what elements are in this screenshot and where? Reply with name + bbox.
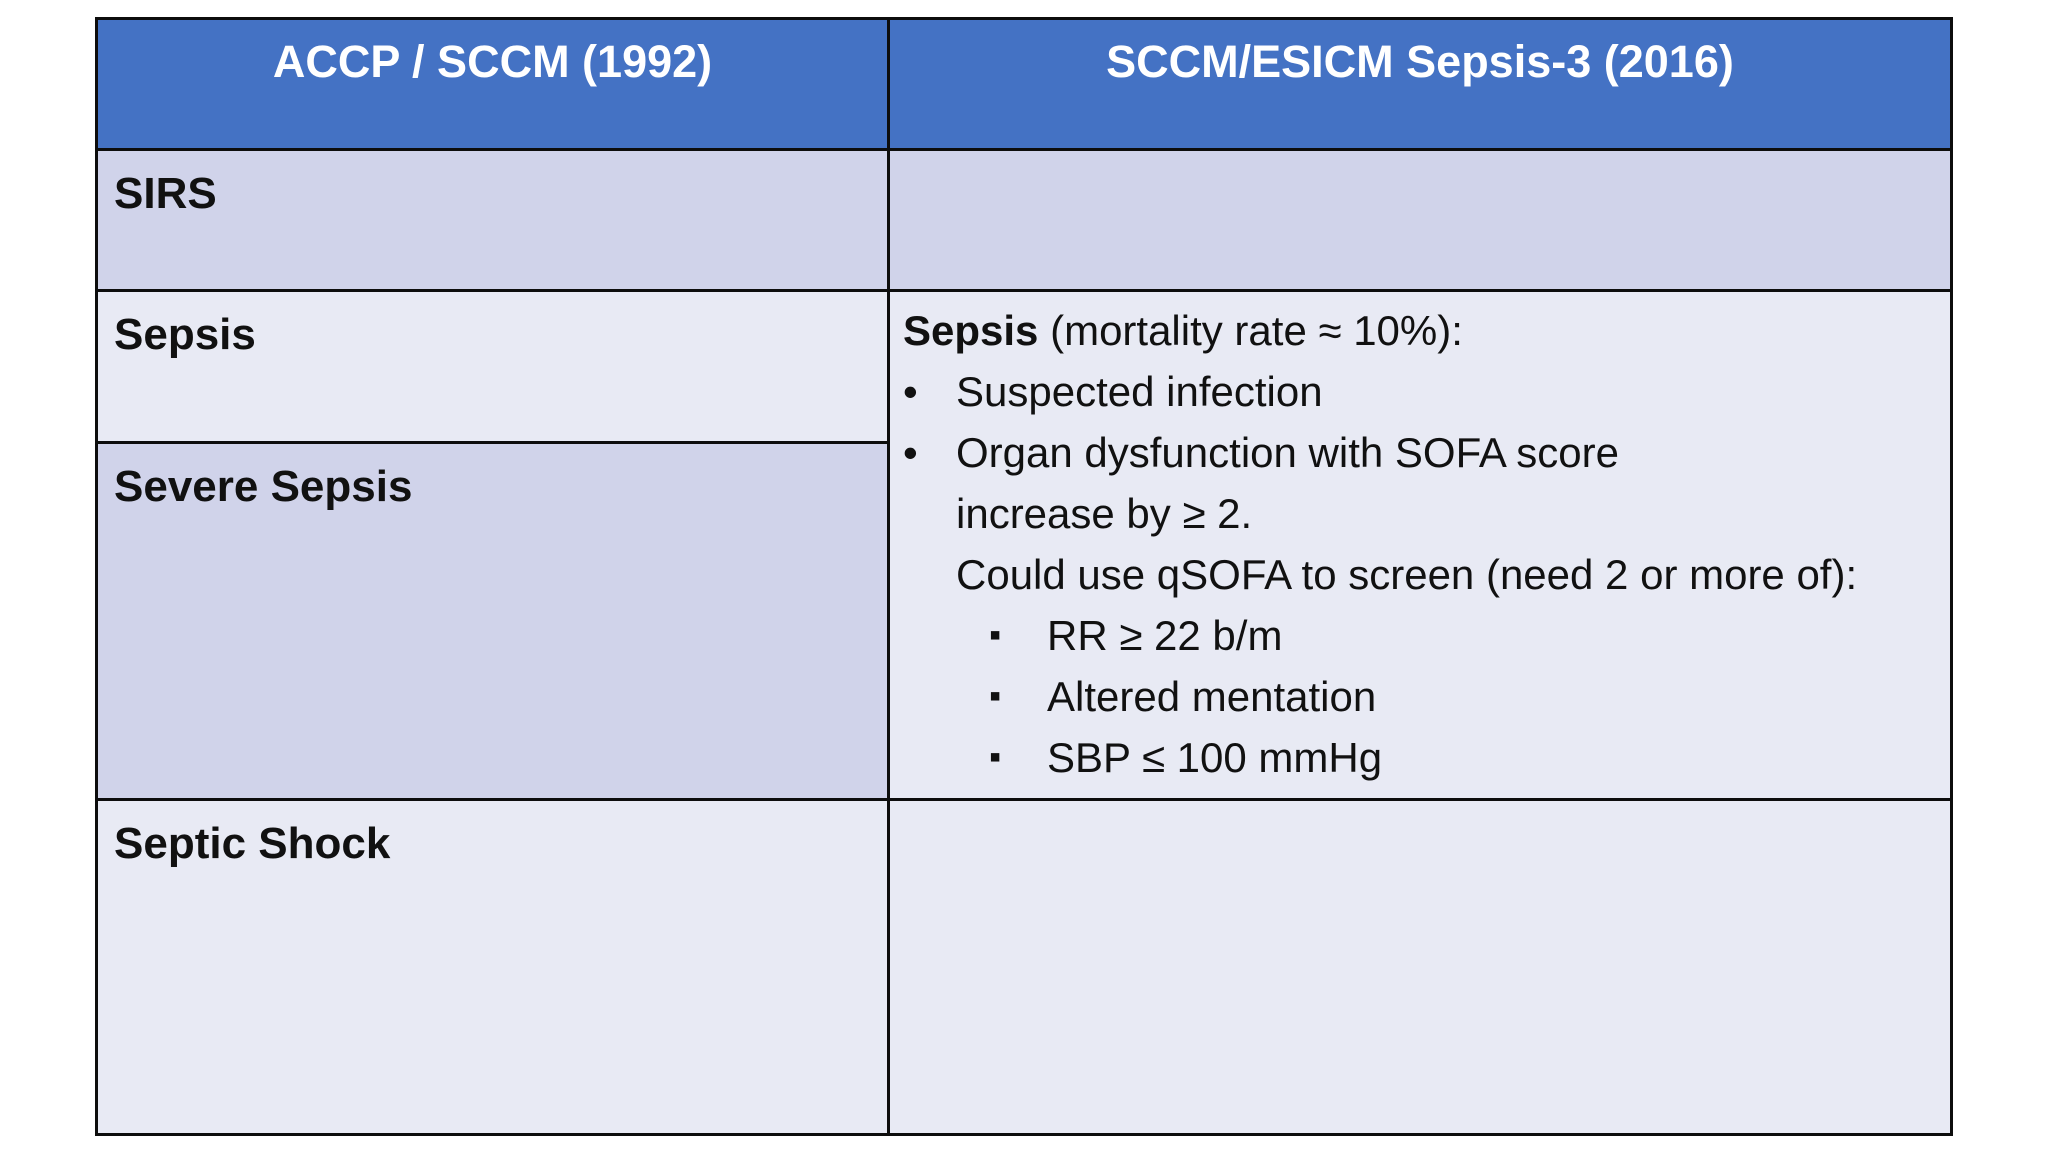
cell-septic-shock-right-empty <box>887 798 1953 1136</box>
sirs-label: SIRS <box>114 169 217 218</box>
subbullet-rr: ▪ RR ≥ 22 b/m <box>989 605 1944 666</box>
sepsis-label: Sepsis <box>114 310 256 359</box>
bullet-organ-dysfunction: • Organ dysfunction with SOFA score incr… <box>903 422 1944 605</box>
bullet-suspected-infection: • Suspected infection <box>903 361 1944 422</box>
sepsis3-heading-mortality: (mortality rate ≈ 10%): <box>1038 307 1463 354</box>
subbullet-mentation-text: Altered mentation <box>1047 673 1377 720</box>
subbullet-sbp: ▪ SBP ≤ 100 mmHg <box>989 727 1944 788</box>
cell-severe-sepsis: Severe Sepsis <box>95 441 890 801</box>
row-sepsis: Sepsis Sepsis (mortality rate ≈ 10%): • … <box>95 289 1953 801</box>
cell-sirs: SIRS <box>95 148 890 292</box>
subbullet-mentation: ▪ Altered mentation <box>989 666 1944 727</box>
bullet-qsofa-line: Could use qSOFA to screen (need 2 or mor… <box>956 551 1858 598</box>
square-bullet-icon: ▪ <box>989 738 1002 776</box>
header-sccm-esicm-sepsis3: SCCM/ESICM Sepsis-3 (2016) <box>887 17 1953 151</box>
subbullet-rr-text: RR ≥ 22 b/m <box>1047 612 1283 659</box>
sepsis3-heading: Sepsis (mortality rate ≈ 10%): <box>903 300 1944 361</box>
bullet-dot-icon: • <box>903 368 918 415</box>
severe-sepsis-label: Severe Sepsis <box>114 462 413 511</box>
square-bullet-icon: ▪ <box>989 677 1002 715</box>
row-severe-sepsis: Severe Sepsis <box>95 441 1952 801</box>
row-sirs: SIRS <box>95 148 1953 292</box>
subbullet-sbp-text: SBP ≤ 100 mmHg <box>1047 734 1383 781</box>
header-accp-sccm: ACCP / SCCM (1992) <box>95 17 890 151</box>
cell-sirs-right-empty <box>887 148 1953 292</box>
sepsis-definitions-table: ACCP / SCCM (1992) SCCM/ESICM Sepsis-3 (… <box>95 17 1953 1136</box>
bullet-dot-icon: • <box>903 429 918 476</box>
cell-sepsis: Sepsis <box>95 289 890 444</box>
header-row: ACCP / SCCM (1992) SCCM/ESICM Sepsis-3 (… <box>95 17 1953 151</box>
cell-sepsis3-definition: Sepsis (mortality rate ≈ 10%): • Suspect… <box>887 289 1953 801</box>
septic-shock-label: Septic Shock <box>114 819 391 868</box>
square-bullet-icon: ▪ <box>989 616 1002 654</box>
sepsis3-heading-term: Sepsis <box>903 307 1039 354</box>
row-septic-shock: Septic Shock <box>95 798 1953 1136</box>
cell-septic-shock: Septic Shock <box>95 798 890 1136</box>
bullet-organ-dysfunction-line2: increase by ≥ 2. <box>956 490 1253 537</box>
bullet-suspected-infection-text: Suspected infection <box>956 368 1323 415</box>
bullet-organ-dysfunction-line1: Organ dysfunction with SOFA score <box>956 429 1619 476</box>
